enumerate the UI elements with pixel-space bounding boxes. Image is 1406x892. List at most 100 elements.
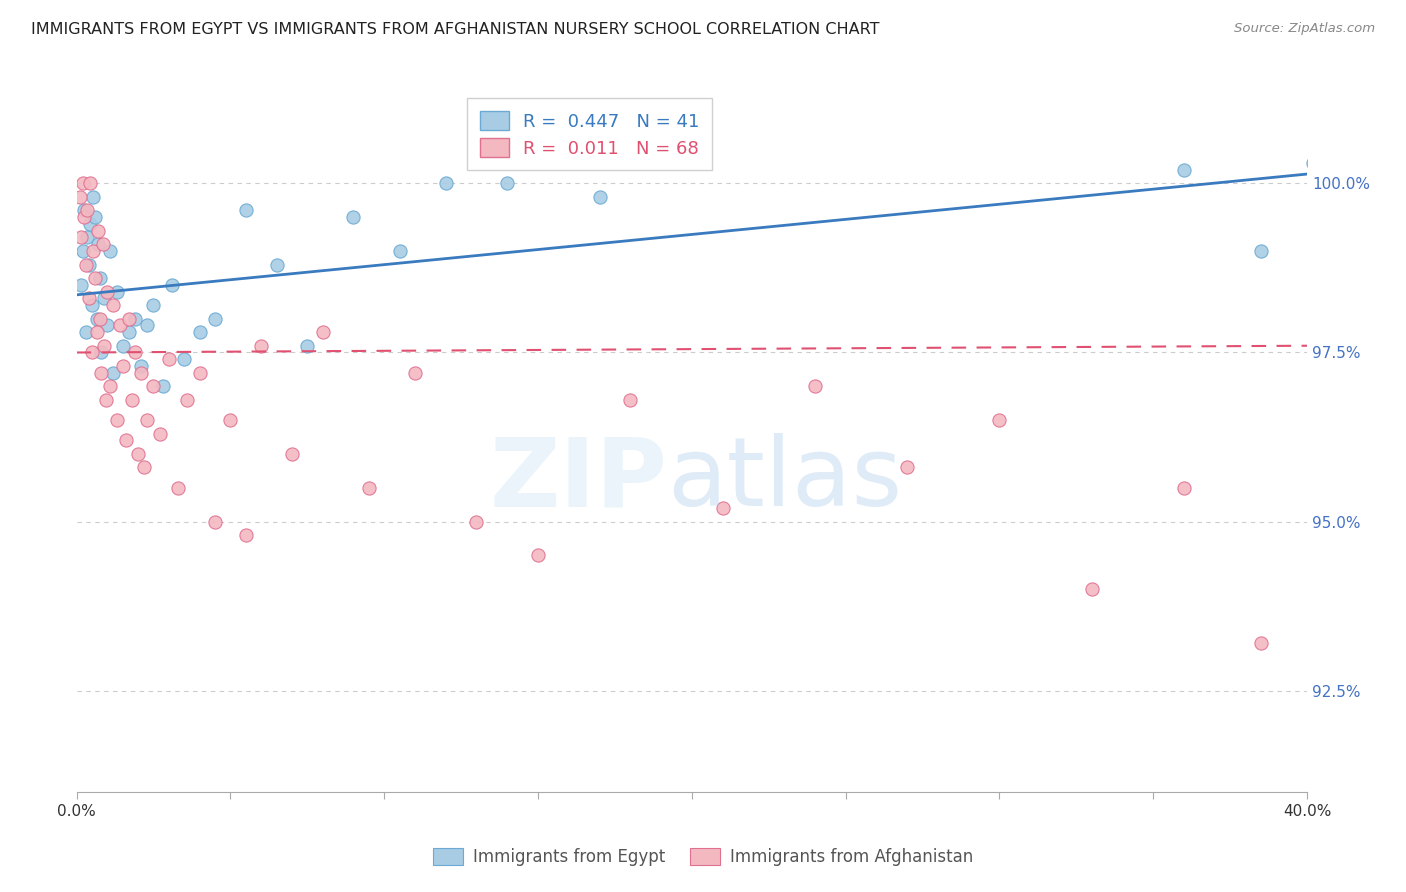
Point — [297, 339, 319, 353]
Point — [86, 325, 108, 339]
Point — [124, 311, 146, 326]
Point — [160, 277, 183, 292]
Point — [73, 203, 96, 218]
Point — [103, 298, 125, 312]
Point — [142, 379, 165, 393]
Point — [129, 366, 152, 380]
Point — [79, 177, 101, 191]
Point — [108, 318, 131, 333]
Point — [76, 203, 98, 218]
Point — [70, 277, 93, 292]
Point — [79, 217, 101, 231]
Point — [100, 244, 122, 258]
Point — [157, 352, 180, 367]
Point — [527, 549, 550, 563]
Point — [91, 237, 114, 252]
Point — [1302, 156, 1324, 170]
Point — [404, 366, 426, 380]
Text: IMMIGRANTS FROM EGYPT VS IMMIGRANTS FROM AFGHANISTAN NURSERY SCHOOL CORRELATION : IMMIGRANTS FROM EGYPT VS IMMIGRANTS FROM… — [31, 22, 879, 37]
Point — [1312, 683, 1334, 698]
Point — [72, 244, 94, 258]
Point — [93, 292, 115, 306]
Point — [121, 392, 143, 407]
Point — [105, 285, 128, 299]
Point — [1173, 162, 1195, 177]
Point — [134, 460, 156, 475]
Point — [357, 481, 380, 495]
Point — [84, 210, 107, 224]
Point — [84, 271, 107, 285]
Point — [103, 366, 125, 380]
Point — [1250, 636, 1272, 650]
Point — [434, 177, 457, 191]
Point — [77, 258, 100, 272]
Point — [250, 339, 273, 353]
Legend: R =  0.447   N = 41, R =  0.011   N = 68: R = 0.447 N = 41, R = 0.011 N = 68 — [467, 98, 711, 170]
Point — [149, 426, 172, 441]
Point — [127, 447, 149, 461]
Point — [988, 413, 1011, 427]
Point — [136, 318, 159, 333]
Point — [80, 298, 103, 312]
Point — [896, 460, 918, 475]
Point — [87, 224, 110, 238]
Point — [204, 311, 226, 326]
Point — [94, 392, 117, 407]
Point — [124, 345, 146, 359]
Point — [342, 210, 364, 224]
Point — [152, 379, 174, 393]
Point — [82, 244, 104, 258]
Point — [1080, 582, 1102, 597]
Point — [711, 501, 734, 516]
Text: ZIP: ZIP — [489, 434, 668, 526]
Point — [204, 515, 226, 529]
Point — [111, 359, 134, 373]
Text: Source: ZipAtlas.com: Source: ZipAtlas.com — [1234, 22, 1375, 36]
Point — [89, 311, 111, 326]
Point — [93, 339, 115, 353]
Point — [70, 230, 93, 244]
Point — [75, 325, 97, 339]
Point — [114, 434, 136, 448]
Point — [311, 325, 333, 339]
Point — [69, 190, 91, 204]
Point — [188, 325, 211, 339]
Point — [173, 352, 195, 367]
Point — [73, 210, 96, 224]
Legend: Immigrants from Egypt, Immigrants from Afghanistan: Immigrants from Egypt, Immigrants from A… — [426, 841, 980, 873]
Point — [804, 379, 827, 393]
Point — [100, 379, 122, 393]
Point — [89, 271, 111, 285]
Point — [388, 244, 411, 258]
Point — [80, 345, 103, 359]
Point — [75, 258, 97, 272]
Point — [1250, 244, 1272, 258]
Point — [82, 190, 104, 204]
Point — [1173, 481, 1195, 495]
Point — [111, 339, 134, 353]
Point — [87, 237, 110, 252]
Point — [86, 311, 108, 326]
Point — [281, 447, 304, 461]
Text: atlas: atlas — [668, 434, 903, 526]
Point — [1388, 434, 1406, 448]
Point — [76, 230, 98, 244]
Point — [619, 392, 641, 407]
Point — [167, 481, 190, 495]
Point — [176, 392, 198, 407]
Point — [96, 285, 118, 299]
Point — [188, 366, 211, 380]
Point — [96, 318, 118, 333]
Point — [72, 177, 94, 191]
Point — [1357, 515, 1379, 529]
Point — [118, 311, 141, 326]
Point — [90, 366, 112, 380]
Point — [465, 515, 488, 529]
Point — [588, 190, 610, 204]
Point — [105, 413, 128, 427]
Point — [235, 203, 257, 218]
Point — [129, 359, 152, 373]
Point — [219, 413, 242, 427]
Point — [118, 325, 141, 339]
Point — [266, 258, 288, 272]
